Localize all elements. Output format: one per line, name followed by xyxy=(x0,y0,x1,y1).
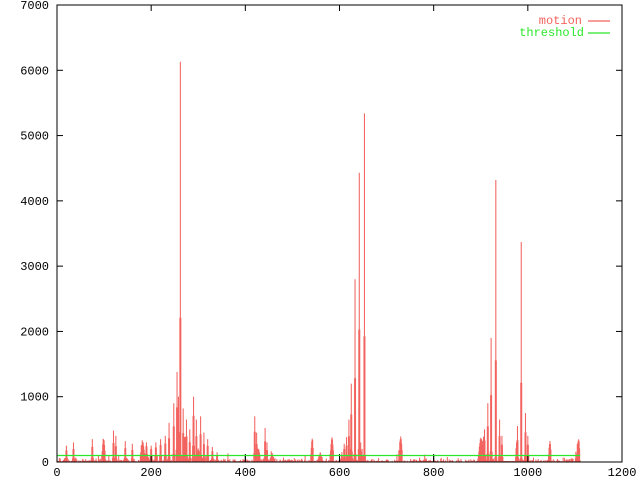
svg-text:3000: 3000 xyxy=(20,260,49,274)
svg-text:1000: 1000 xyxy=(513,466,542,480)
svg-text:7000: 7000 xyxy=(20,0,49,13)
svg-text:4000: 4000 xyxy=(20,195,49,209)
svg-text:5000: 5000 xyxy=(20,130,49,144)
svg-text:threshold: threshold xyxy=(519,26,584,40)
svg-text:1000: 1000 xyxy=(20,391,49,405)
svg-text:2000: 2000 xyxy=(20,325,49,339)
svg-text:1200: 1200 xyxy=(608,466,637,480)
svg-text:800: 800 xyxy=(423,466,445,480)
svg-text:600: 600 xyxy=(329,466,351,480)
svg-text:0: 0 xyxy=(53,466,60,480)
svg-text:6000: 6000 xyxy=(20,64,49,78)
svg-text:0: 0 xyxy=(42,456,49,470)
svg-text:400: 400 xyxy=(235,466,257,480)
svg-text:200: 200 xyxy=(140,466,162,480)
